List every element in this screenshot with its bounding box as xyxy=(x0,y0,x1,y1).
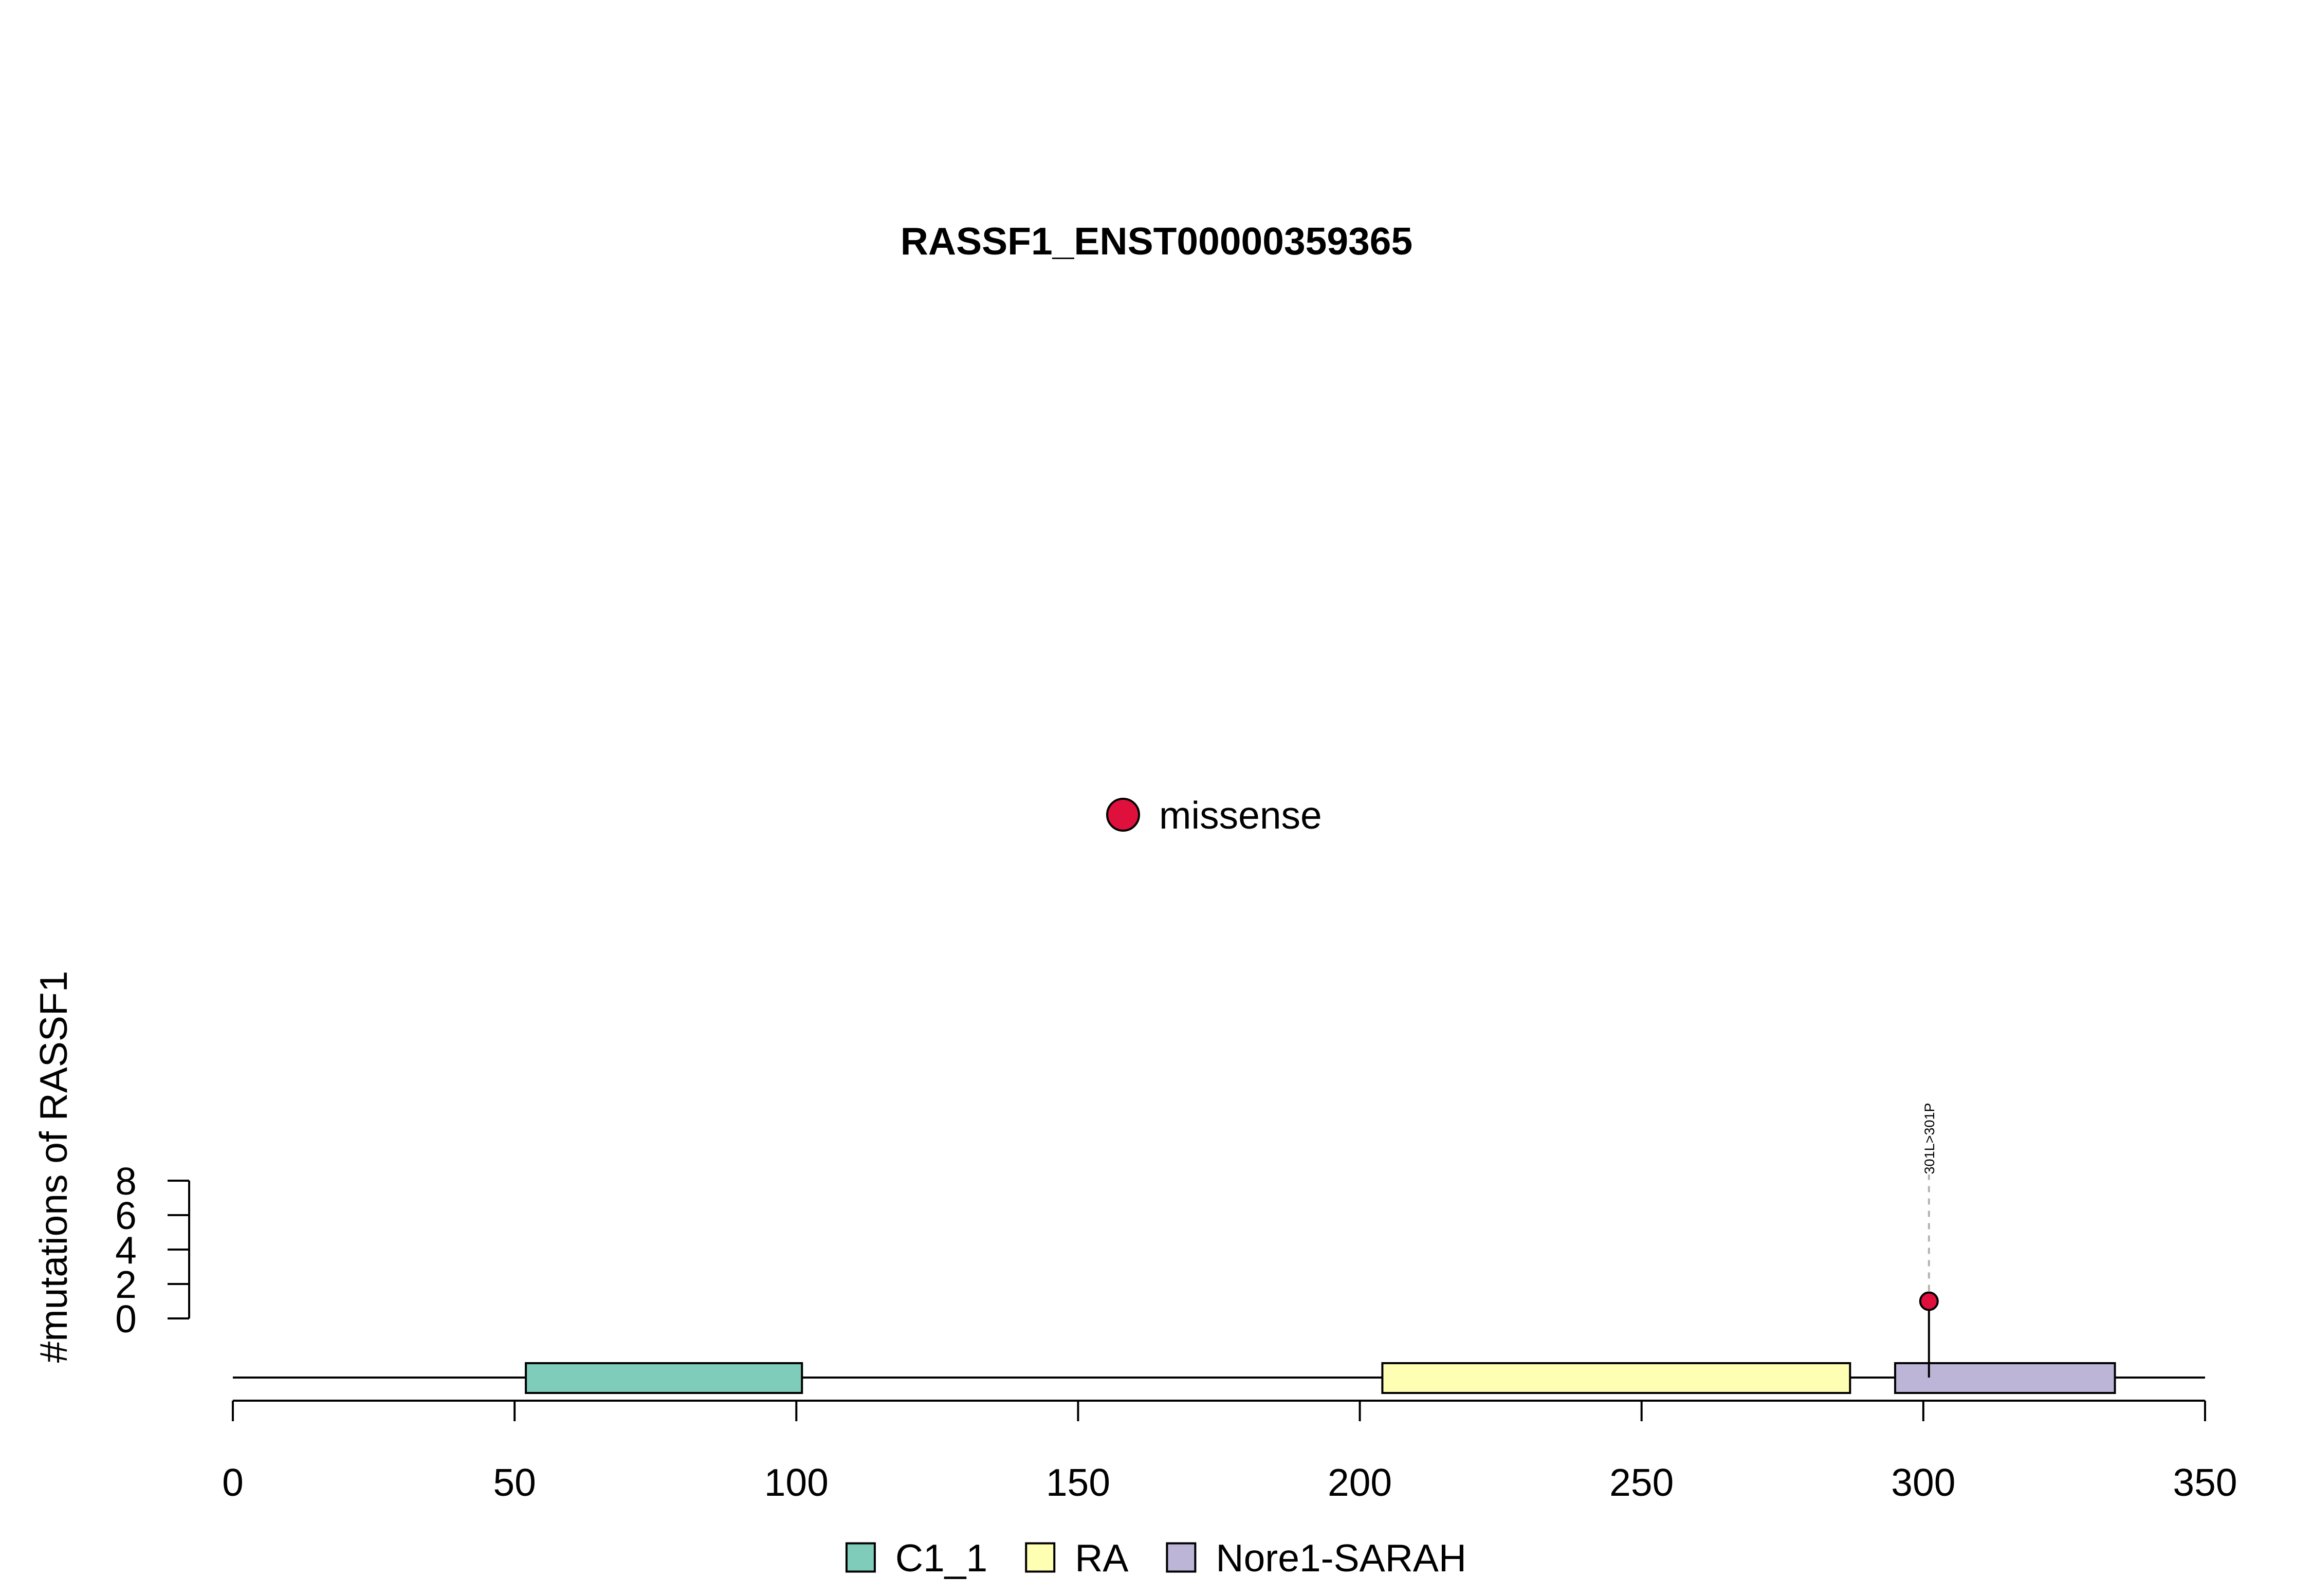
y-tick-label: 8 xyxy=(115,1160,137,1203)
x-tick-label: 0 xyxy=(222,1461,244,1504)
mutation-legend: missense xyxy=(1106,794,1322,837)
domain-legend-label: C1_1 xyxy=(895,1536,987,1580)
domain-ra xyxy=(1381,1362,1851,1394)
mutation-label: 301L>301P xyxy=(1922,1103,1937,1175)
domain-legend-swatch xyxy=(1025,1542,1056,1573)
domain-legend: C1_1 RA Nore1-SARAH xyxy=(845,1536,1466,1580)
x-tick-label: 100 xyxy=(764,1461,829,1504)
x-tick-label: 50 xyxy=(493,1461,536,1504)
x-tick-label: 200 xyxy=(1328,1461,1392,1504)
domain-legend-label: Nore1-SARAH xyxy=(1216,1536,1466,1580)
mutations: 301L>301P xyxy=(1919,1103,1939,1378)
chart-title: RASSF1_ENST00000359365 xyxy=(901,219,1412,263)
domain-legend-label: RA xyxy=(1075,1536,1128,1580)
y-tick-label: 0 xyxy=(115,1297,137,1341)
domain-c1-1 xyxy=(525,1362,803,1394)
domain-nore1-sarah xyxy=(1894,1362,2116,1394)
x-tick-label: 250 xyxy=(1609,1461,1674,1504)
y-tick-label: 4 xyxy=(115,1228,137,1272)
x-tick-label: 350 xyxy=(2173,1461,2237,1504)
domains xyxy=(525,1362,2116,1394)
x-tick-label: 150 xyxy=(1046,1461,1110,1504)
mutation-point xyxy=(1919,1291,1939,1311)
x-axis: 0 50 100 150 200 250 300 350 xyxy=(222,1400,2237,1504)
y-tick-label: 2 xyxy=(115,1263,137,1306)
mutation-legend-swatch xyxy=(1106,798,1140,832)
domain-legend-swatch xyxy=(1166,1542,1197,1573)
y-axis-label: #mutations of RASSF1 xyxy=(32,971,75,1363)
mutation-legend-label: missense xyxy=(1159,794,1322,837)
y-tick-label: 6 xyxy=(115,1194,137,1237)
domain-legend-swatch xyxy=(845,1542,876,1573)
x-tick-label: 300 xyxy=(1891,1461,1955,1504)
